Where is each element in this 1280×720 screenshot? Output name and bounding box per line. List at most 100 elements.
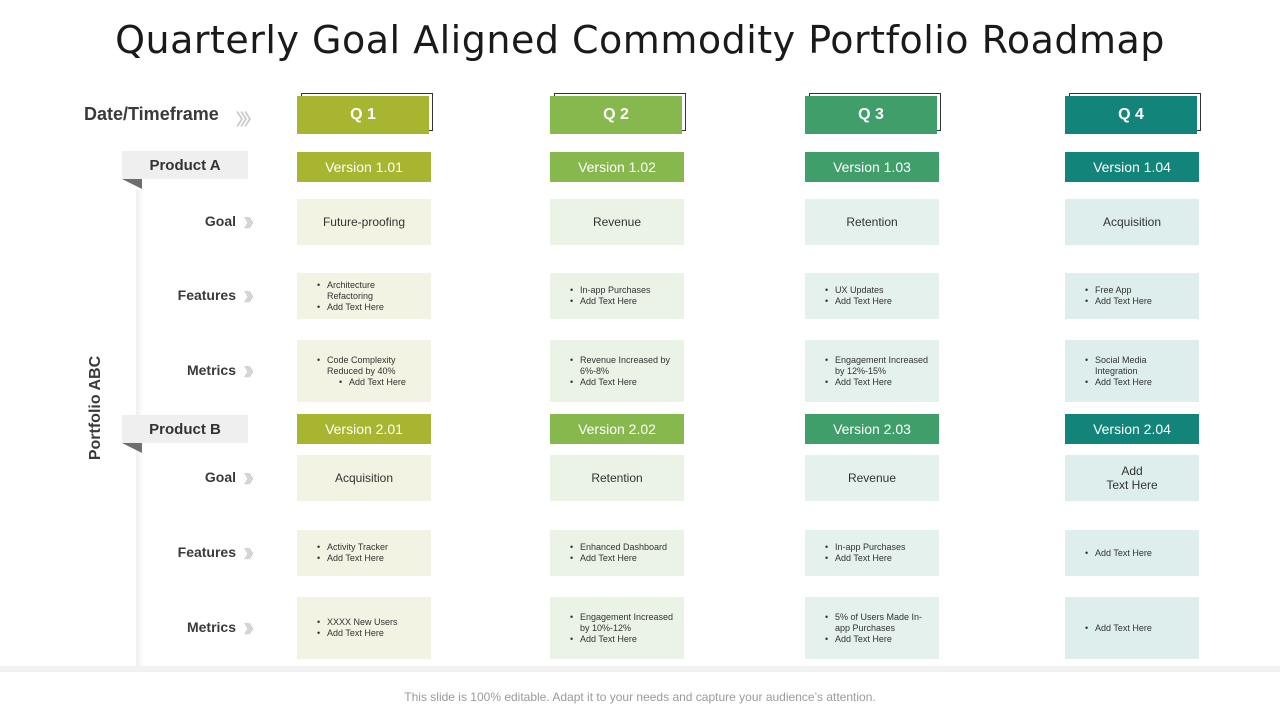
metrics-cell: Social Media IntegrationAdd Text Here	[1065, 340, 1199, 402]
metrics-cell: Revenue Increased by 6%-8%Add Text Here	[550, 340, 684, 402]
list-item: Add Text Here	[317, 302, 421, 313]
list-item: Add Text Here	[570, 634, 674, 645]
metrics-list: Code Complexity Reduced by 40%Add Text H…	[307, 355, 421, 388]
metrics-list: Add Text Here	[1075, 623, 1152, 634]
version-bar: Version 1.02	[550, 152, 684, 182]
list-item: 5% of Users Made In-app Purchases	[825, 612, 929, 634]
list-item: Enhanced Dashboard	[570, 542, 667, 553]
features-cell: Activity TrackerAdd Text Here	[297, 530, 431, 576]
tab-fold	[122, 179, 142, 189]
row-label-metrics: Metrics	[186, 619, 236, 635]
list-item: Add Text Here	[317, 553, 388, 564]
footer-note: This slide is 100% editable. Adapt it to…	[404, 690, 876, 704]
list-item: Add Text Here	[317, 628, 398, 639]
features-list: UX UpdatesAdd Text Here	[815, 285, 892, 307]
list-item: Code Complexity Reduced by 40%	[317, 355, 421, 377]
quarter-header-2: Q 2	[550, 96, 682, 134]
list-item: Add Text Here	[1085, 377, 1189, 388]
list-item: Add Text Here	[570, 553, 667, 564]
list-item: Add Text Here	[1085, 548, 1152, 559]
version-bar: Version 2.02	[550, 414, 684, 444]
features-list: Activity TrackerAdd Text Here	[307, 542, 388, 564]
goal-cell: Retention	[550, 455, 684, 501]
goal-cell: Revenue	[805, 455, 939, 501]
metrics-list: Engagement Increased by 10%-12%Add Text …	[560, 612, 674, 645]
list-item: Free App	[1085, 285, 1152, 296]
list-item: Add Text Here	[570, 296, 651, 307]
list-item: Add Text Here	[317, 377, 421, 388]
footer-band	[0, 666, 1280, 672]
metrics-list: XXXX New UsersAdd Text Here	[307, 617, 398, 639]
chevron-right-icon: 〉〉〉	[244, 622, 260, 636]
list-item: XXXX New Users	[317, 617, 398, 628]
features-cell: Free AppAdd Text Here	[1065, 273, 1199, 319]
metrics-cell: Engagement Increased by 12%-15%Add Text …	[805, 340, 939, 402]
list-item: Add Text Here	[1085, 623, 1152, 634]
metrics-cell: Engagement Increased by 10%-12%Add Text …	[550, 597, 684, 659]
version-bar: Version 2.03	[805, 414, 939, 444]
tab-fold	[122, 443, 142, 453]
features-list: Enhanced DashboardAdd Text Here	[560, 542, 667, 564]
list-item: Engagement Increased by 10%-12%	[570, 612, 674, 634]
version-bar: Version 2.04	[1065, 414, 1199, 444]
metrics-cell: Code Complexity Reduced by 40%Add Text H…	[297, 340, 431, 402]
list-item: Engagement Increased by 12%-15%	[825, 355, 929, 377]
features-cell: Enhanced DashboardAdd Text Here	[550, 530, 684, 576]
features-list: In-app PurchasesAdd Text Here	[560, 285, 651, 307]
list-item: In-app Purchases	[570, 285, 651, 296]
quarter-header-4: Q 4	[1065, 96, 1197, 134]
row-label-features: Features	[177, 544, 236, 560]
features-list: Architecture RefactoringAdd Text Here	[307, 280, 421, 313]
chevron-right-icon: 〉〉〉	[244, 216, 260, 230]
page-title: Quarterly Goal Aligned Commodity Portfol…	[115, 18, 1165, 62]
timeframe-label: Date/Timeframe	[84, 104, 219, 124]
quarter-header-1: Q 1	[297, 96, 429, 134]
list-item: Add Text Here	[570, 377, 674, 388]
version-bar: Version 1.01	[297, 152, 431, 182]
version-bar: Version 1.03	[805, 152, 939, 182]
list-item: Activity Tracker	[317, 542, 388, 553]
list-item: Add Text Here	[1085, 296, 1152, 307]
list-item: Social Media Integration	[1085, 355, 1189, 377]
metrics-list: Engagement Increased by 12%-15%Add Text …	[815, 355, 929, 388]
features-cell: Add Text Here	[1065, 530, 1199, 576]
features-cell: In-app PurchasesAdd Text Here	[805, 530, 939, 576]
metrics-list: 5% of Users Made In-app PurchasesAdd Tex…	[815, 612, 929, 645]
goal-cell: Future-proofing	[297, 199, 431, 245]
chevron-right-icon: 〉〉〉	[244, 365, 260, 379]
portfolio-label: Portfolio ABC	[87, 355, 104, 461]
list-item: Revenue Increased by 6%-8%	[570, 355, 674, 377]
list-item: Add Text Here	[825, 634, 929, 645]
chevron-right-icon: 〉〉〉	[236, 112, 260, 129]
row-label-goal: Goal	[204, 213, 236, 229]
list-item: Architecture Refactoring	[317, 280, 421, 302]
features-cell: In-app PurchasesAdd Text Here	[550, 273, 684, 319]
list-item: In-app Purchases	[825, 542, 906, 553]
features-cell: UX UpdatesAdd Text Here	[805, 273, 939, 319]
goal-cell: Revenue	[550, 199, 684, 245]
version-bar: Version 1.04	[1065, 152, 1199, 182]
row-label-metrics: Metrics	[186, 362, 236, 378]
chevron-right-icon: 〉〉〉	[244, 472, 260, 486]
metrics-cell: 5% of Users Made In-app PurchasesAdd Tex…	[805, 597, 939, 659]
features-list: Free AppAdd Text Here	[1075, 285, 1152, 307]
metrics-list: Revenue Increased by 6%-8%Add Text Here	[560, 355, 674, 388]
list-item: UX Updates	[825, 285, 892, 296]
metrics-cell: XXXX New UsersAdd Text Here	[297, 597, 431, 659]
metrics-cell: Add Text Here	[1065, 597, 1199, 659]
chevron-right-icon: 〉〉〉	[244, 547, 260, 561]
quarter-header-3: Q 3	[805, 96, 937, 134]
goal-cell: Acquisition	[297, 455, 431, 501]
features-list: In-app PurchasesAdd Text Here	[815, 542, 906, 564]
chevron-right-icon: 〉〉〉	[244, 290, 260, 304]
metrics-list: Social Media IntegrationAdd Text Here	[1075, 355, 1189, 388]
row-label-goal: Goal	[204, 469, 236, 485]
features-list: Add Text Here	[1075, 548, 1152, 559]
row-label-features: Features	[177, 287, 236, 303]
list-item: Add Text Here	[825, 296, 892, 307]
goal-cell: Retention	[805, 199, 939, 245]
product-tab: Product B	[122, 415, 248, 443]
goal-cell: Acquisition	[1065, 199, 1199, 245]
list-item: Add Text Here	[825, 553, 906, 564]
goal-cell: Add Text Here	[1065, 455, 1199, 501]
